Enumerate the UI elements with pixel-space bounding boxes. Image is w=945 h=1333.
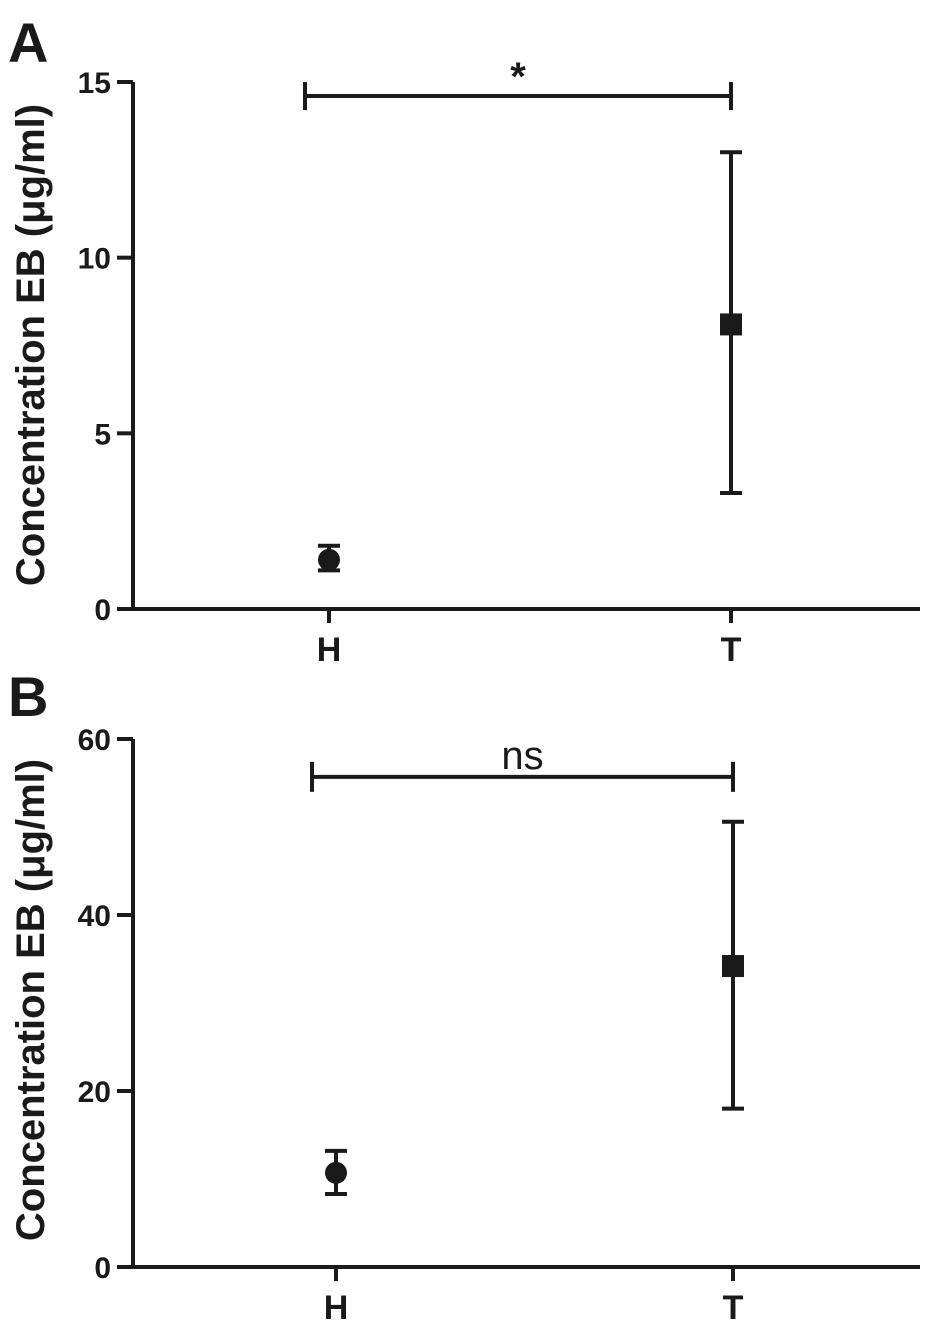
panel-letter: A bbox=[8, 11, 48, 74]
square-marker bbox=[720, 313, 742, 336]
significance-bracket: ns bbox=[310, 734, 735, 792]
y-ticks: 0 5 10 15 bbox=[78, 67, 133, 627]
x-tick-label: T bbox=[723, 1289, 744, 1327]
x-tick-label: H bbox=[324, 1289, 349, 1327]
y-tick-label: 60 bbox=[78, 724, 111, 757]
data-points bbox=[325, 819, 744, 1196]
axes bbox=[131, 82, 920, 611]
circle-marker bbox=[325, 1161, 347, 1184]
circle-marker bbox=[318, 548, 340, 571]
y-tick-label: 15 bbox=[78, 67, 111, 100]
y-tick-label: 20 bbox=[78, 1076, 111, 1109]
y-tick-label: 0 bbox=[94, 594, 111, 627]
y-axis-label: Concentration EB (μg/ml) bbox=[9, 759, 53, 1241]
y-tick-label: 40 bbox=[78, 900, 111, 933]
data-point-T bbox=[720, 150, 742, 496]
y-tick-label: 5 bbox=[94, 418, 111, 451]
y-tick-label: 0 bbox=[94, 1252, 111, 1285]
data-point-T bbox=[722, 819, 744, 1111]
significance-bracket: * bbox=[303, 55, 733, 111]
y-tick-label: 10 bbox=[78, 243, 111, 276]
axes bbox=[131, 739, 920, 1269]
y-ticks: 0 20 40 60 bbox=[78, 724, 133, 1285]
significance-label: * bbox=[510, 55, 526, 99]
x-tick-label: T bbox=[721, 631, 742, 669]
data-point-H bbox=[318, 543, 340, 573]
data-point-H bbox=[325, 1148, 347, 1196]
panel-letter: B bbox=[8, 665, 48, 728]
y-axis-label: Concentration EB (μg/ml) bbox=[9, 104, 53, 586]
significance-label: ns bbox=[501, 734, 543, 778]
data-points bbox=[318, 150, 742, 573]
square-marker bbox=[722, 955, 744, 978]
x-tick-label: H bbox=[317, 631, 342, 669]
